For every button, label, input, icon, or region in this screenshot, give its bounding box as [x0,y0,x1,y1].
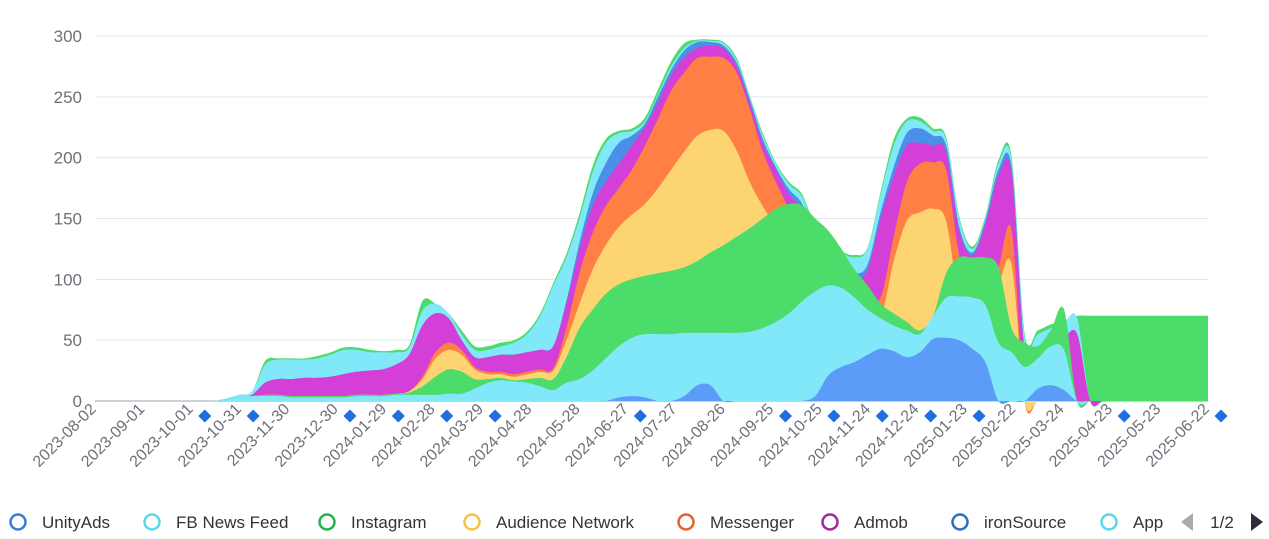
y-axis: 0 50 100 150 200 250 300 [54,27,82,411]
legend-label[interactable]: Messenger [710,513,794,532]
legend-label[interactable]: Instagram [351,513,427,532]
legend-label[interactable]: Admob [854,513,908,532]
y-tick-label: 150 [54,210,82,229]
event-marker-diamond[interactable] [924,409,938,423]
event-marker-diamond[interactable] [633,409,647,423]
x-axis: 2023-08-022023-09-012023-10-012023-10-31… [30,401,1228,471]
legend-marker[interactable] [821,513,839,531]
legend-marker[interactable] [9,513,27,531]
event-marker-diamond[interactable] [246,409,260,423]
legend-label[interactable]: ironSource [984,513,1066,532]
event-marker-diamond[interactable] [827,409,841,423]
legend-marker[interactable] [318,513,336,531]
triangle-right-icon[interactable] [1251,513,1263,531]
legend-label[interactable]: FB News Feed [176,513,288,532]
event-marker-diamond[interactable] [875,409,889,423]
legend-marker[interactable] [1100,513,1118,531]
y-tick-label: 250 [54,88,82,107]
event-marker-diamond[interactable] [440,409,454,423]
event-marker-diamond[interactable] [778,409,792,423]
y-tick-label: 200 [54,149,82,168]
legend-marker[interactable] [143,513,161,531]
y-tick-label: 0 [73,392,82,411]
legend-label[interactable]: App [1133,513,1163,532]
event-marker-diamond[interactable] [1117,409,1131,423]
area-layer-unityads[interactable] [95,337,1208,404]
event-marker-diamond[interactable] [391,409,405,423]
y-tick-label: 100 [54,270,82,289]
legend-page-indicator: 1/2 [1210,513,1234,532]
y-tick-label: 50 [63,331,82,350]
legend-marker[interactable] [677,513,695,531]
legend-marker[interactable] [463,513,481,531]
legend-label[interactable]: UnityAds [42,513,110,532]
event-marker-diamond[interactable] [1214,409,1228,423]
legend-marker[interactable] [951,513,969,531]
event-marker-diamond[interactable] [488,409,502,423]
legend: UnityAds FB News Feed Instagram Audience Ne… [9,513,1263,532]
triangle-left-icon[interactable] [1181,513,1193,531]
area-series-group [95,39,1208,414]
event-marker-diamond[interactable] [972,409,986,423]
event-marker-diamond[interactable] [198,409,212,423]
event-marker-diamond[interactable] [343,409,357,423]
legend-label[interactable]: Audience Network [496,513,634,532]
y-tick-label: 300 [54,27,82,46]
